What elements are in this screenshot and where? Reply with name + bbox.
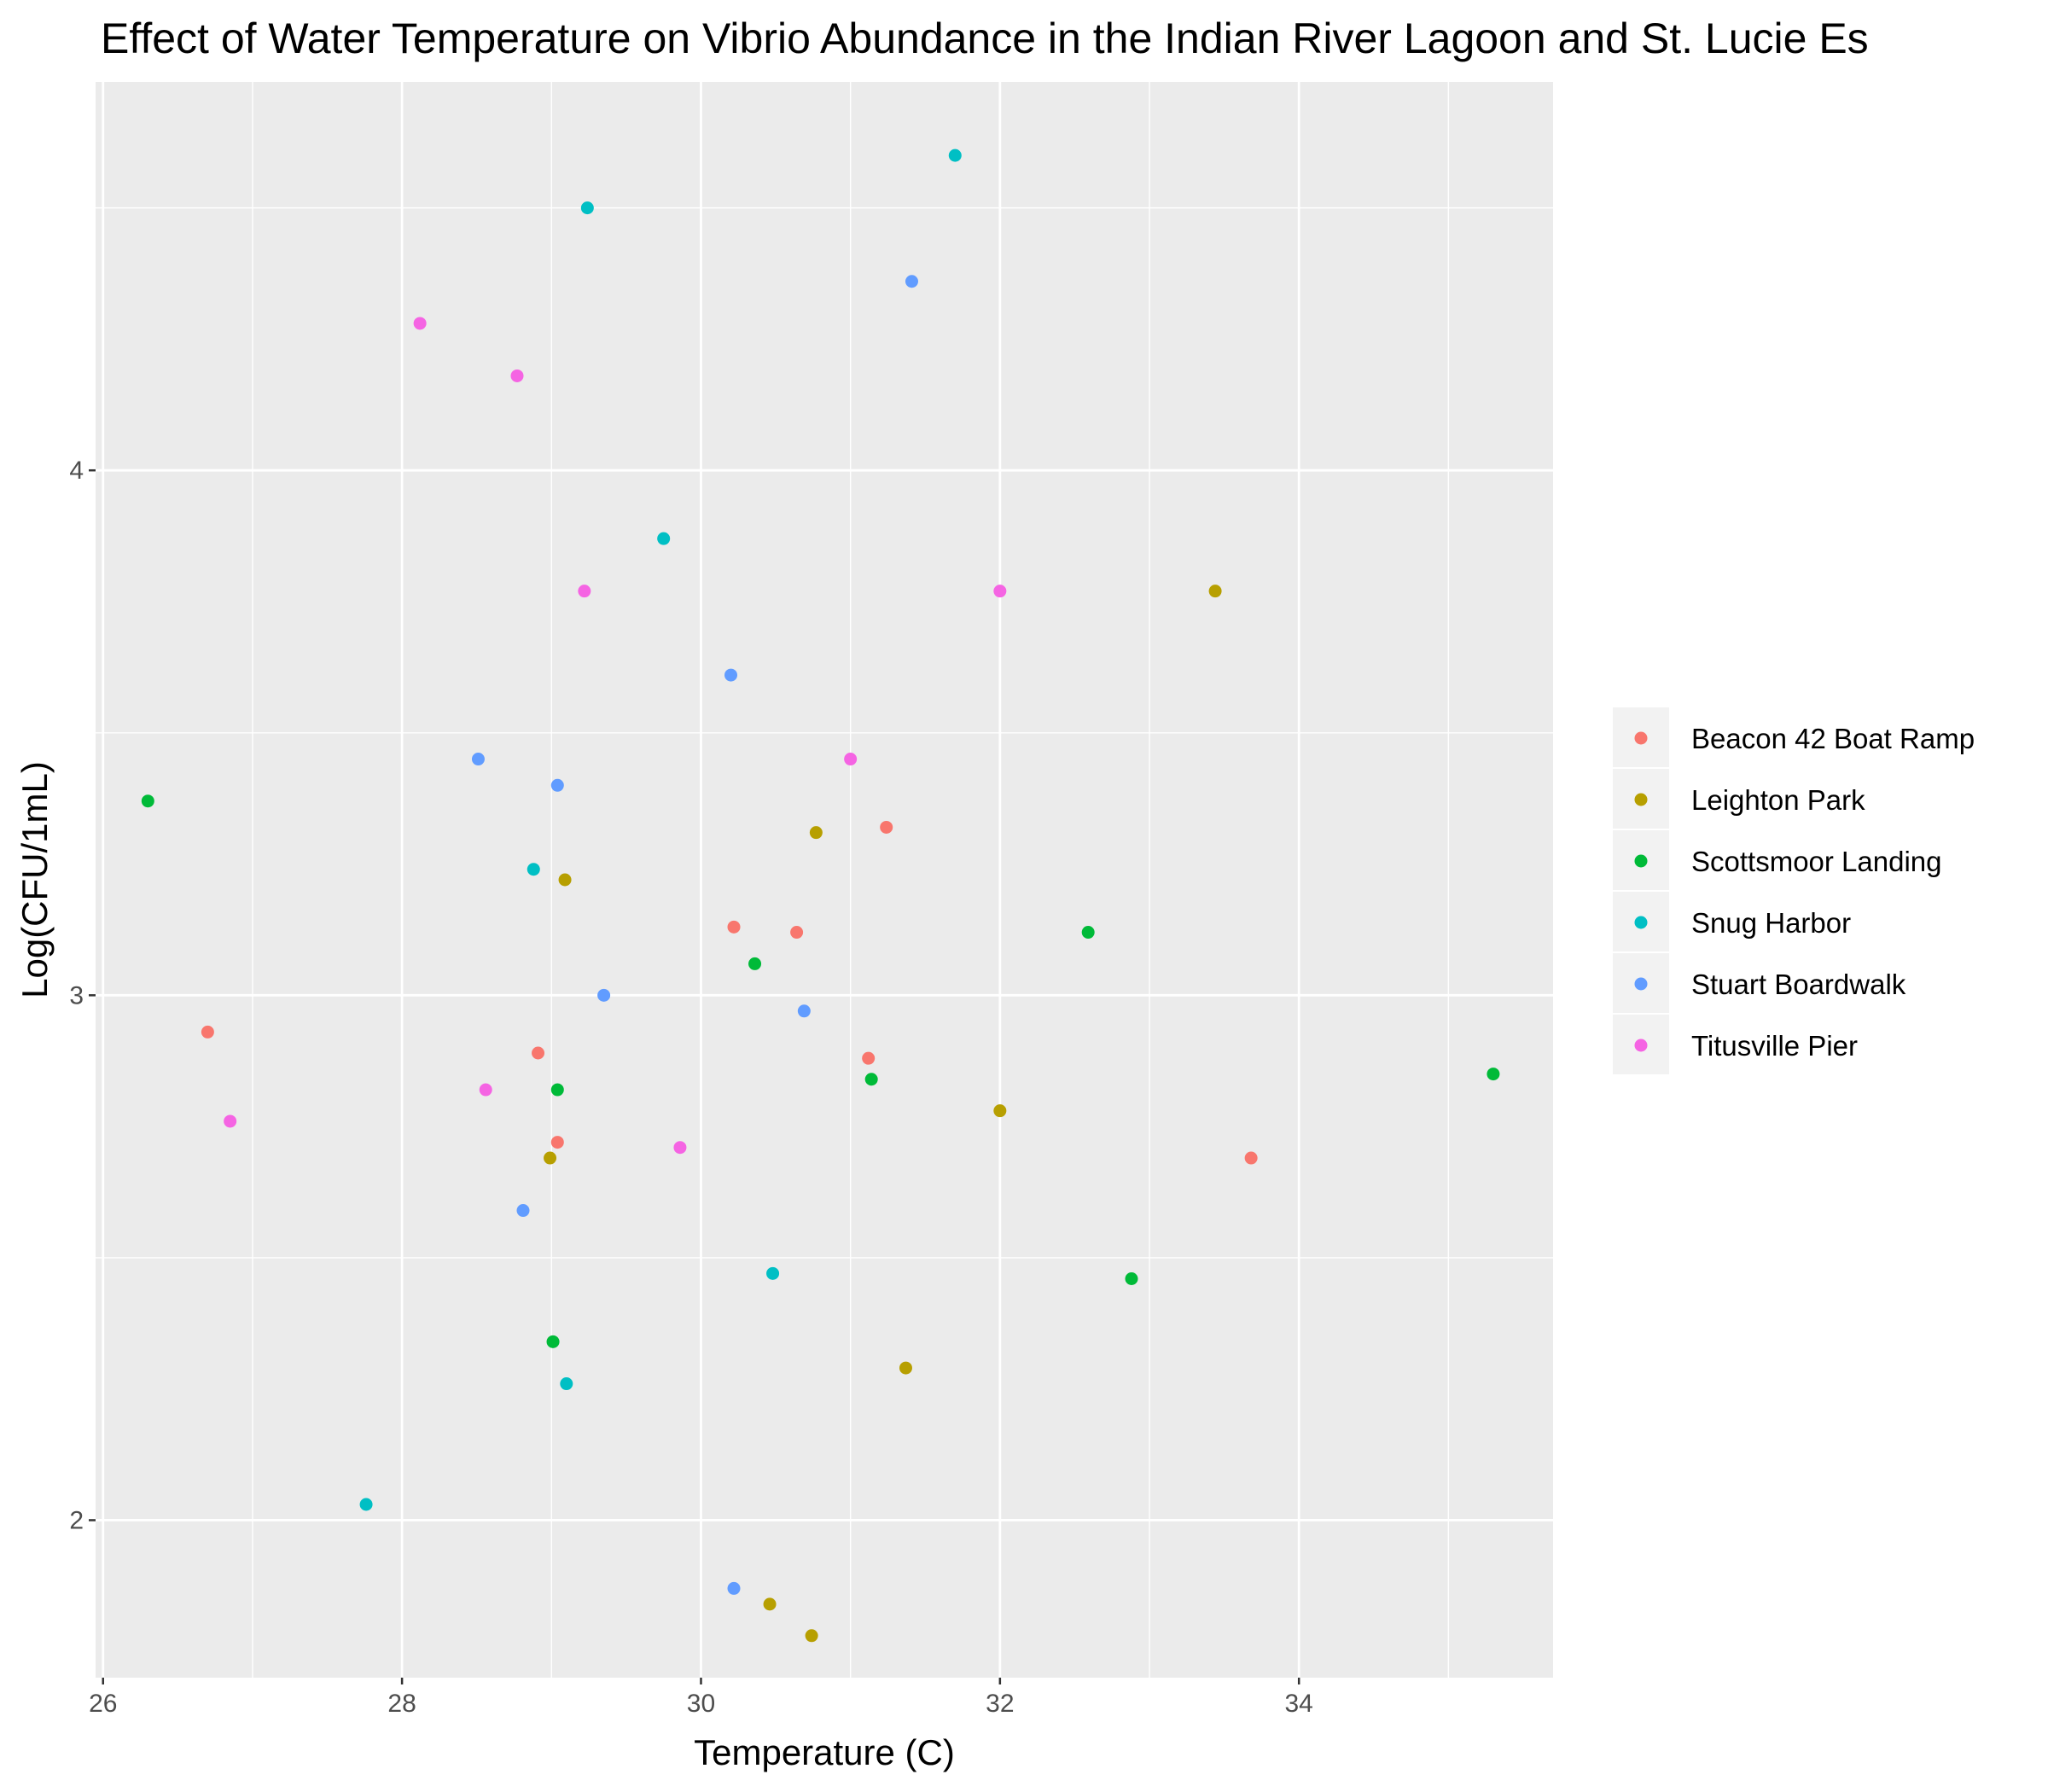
y-tick-label: 4: [69, 457, 84, 485]
data-point: [479, 1083, 492, 1097]
legend-marker: [1634, 854, 1648, 868]
x-axis-title: Temperature (C): [694, 1732, 955, 1772]
legend-label: Leighton Park: [1691, 784, 1865, 816]
legend-label: Snug Harbor: [1691, 907, 1851, 939]
x-tick-label: 32: [986, 1690, 1014, 1718]
legend-marker: [1634, 731, 1648, 745]
legend-marker: [1634, 1039, 1648, 1052]
data-point: [673, 1141, 687, 1155]
data-point: [1081, 926, 1095, 940]
legend-label: Stuart Boardwalk: [1691, 969, 1906, 1000]
data-point: [359, 1498, 373, 1511]
data-point: [224, 1114, 237, 1128]
legend: Beacon 42 Boat Ramp Leighton Park Scottsmo…: [1613, 707, 1975, 1074]
chart-title: Effect of Water Temperature on Vibrio Ab…: [101, 15, 1869, 62]
data-point: [797, 1004, 811, 1018]
legend-label: Beacon 42 Boat Ramp: [1691, 723, 1975, 754]
data-point: [880, 820, 893, 834]
data-point: [1487, 1068, 1500, 1081]
data-point: [899, 1361, 912, 1375]
data-point: [844, 753, 858, 766]
data-point: [510, 369, 524, 382]
plot-panel: [96, 82, 1553, 1678]
data-point: [993, 585, 1007, 598]
data-points: [141, 148, 1500, 1643]
data-point: [550, 778, 564, 792]
data-point: [558, 873, 572, 887]
data-point: [546, 1335, 560, 1348]
data-point: [862, 1051, 876, 1065]
minor-gridlines: [96, 82, 1553, 1678]
data-point: [597, 988, 611, 1002]
data-point: [993, 1104, 1007, 1118]
data-point: [550, 1083, 564, 1097]
legend-marker: [1634, 916, 1648, 929]
data-point: [657, 532, 671, 545]
data-point: [580, 201, 594, 215]
data-point: [578, 585, 591, 598]
data-point: [864, 1073, 878, 1086]
major-gridlines: [96, 82, 1553, 1678]
data-point: [516, 1204, 530, 1218]
data-point: [727, 1581, 741, 1595]
legend-marker: [1634, 793, 1648, 806]
data-point: [201, 1025, 214, 1039]
data-point: [141, 794, 154, 808]
data-point: [413, 317, 427, 330]
data-point: [1125, 1272, 1138, 1285]
data-point: [560, 1377, 573, 1391]
data-point: [544, 1151, 557, 1165]
data-point: [471, 753, 485, 766]
data-point: [948, 148, 962, 162]
data-point: [763, 1597, 777, 1611]
data-point: [532, 1046, 545, 1060]
data-point: [550, 1136, 564, 1149]
legend-marker: [1634, 977, 1648, 991]
legend-label: Titusville Pier: [1691, 1030, 1858, 1062]
data-point: [748, 957, 762, 970]
data-point: [805, 1629, 818, 1643]
x-tick-label: 28: [387, 1690, 416, 1718]
data-point: [766, 1266, 780, 1280]
data-point: [790, 926, 804, 940]
legend-label: Scottsmoor Landing: [1691, 846, 1942, 877]
y-tick-label: 3: [69, 981, 84, 1009]
y-axis-title: Log(CFU/1mL): [15, 761, 55, 998]
data-point: [809, 826, 823, 840]
x-tick-label: 34: [1285, 1690, 1313, 1718]
x-tick-label: 30: [687, 1690, 715, 1718]
data-point: [1208, 585, 1222, 598]
data-point: [905, 275, 918, 288]
data-point: [1244, 1151, 1258, 1165]
y-axis: 2 3 4: [69, 457, 96, 1534]
y-tick-label: 2: [69, 1506, 84, 1534]
x-tick-label: 26: [89, 1690, 117, 1718]
data-point: [724, 668, 738, 682]
data-point: [727, 920, 741, 934]
data-point: [527, 863, 540, 876]
x-axis: 26 28 30 32 34: [89, 1678, 1313, 1718]
